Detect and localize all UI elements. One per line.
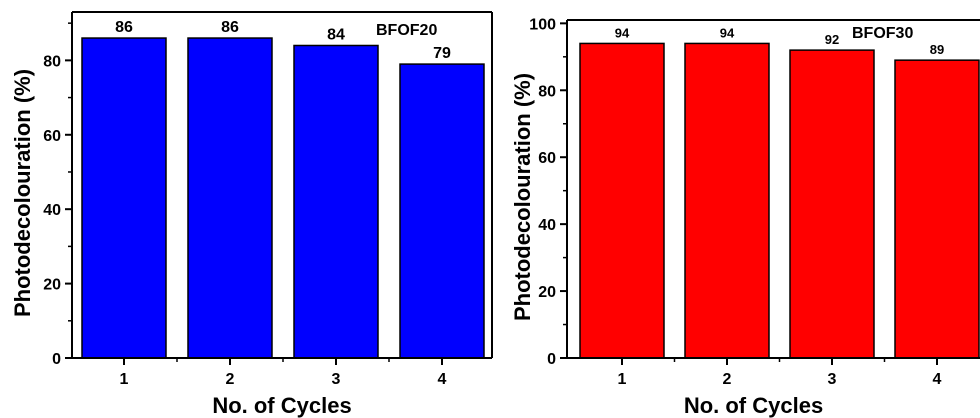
y-tick-label: 60 bbox=[538, 150, 556, 167]
y-tick-label: 40 bbox=[538, 217, 556, 234]
bar-2 bbox=[187, 37, 273, 359]
data-label-2: 94 bbox=[720, 25, 735, 40]
x-tick-label-4: 4 bbox=[438, 371, 447, 388]
y-tick-label: 20 bbox=[43, 277, 61, 294]
y-tick-label: 40 bbox=[43, 202, 61, 219]
data-label-3: 84 bbox=[327, 26, 345, 43]
x-tick-label-2: 2 bbox=[723, 371, 732, 388]
data-label-1: 94 bbox=[615, 25, 630, 40]
x-axis-title: No. of Cycles bbox=[684, 393, 823, 418]
panel-label: BFOF20 bbox=[376, 22, 437, 39]
y-axis-title: Photodecolouration (%) bbox=[10, 69, 35, 317]
bar-4 bbox=[894, 59, 980, 359]
panel-label: BFOF30 bbox=[852, 25, 913, 42]
y-tick-label: 80 bbox=[538, 83, 556, 100]
data-label-1: 86 bbox=[115, 19, 133, 36]
x-tick-label-2: 2 bbox=[226, 371, 235, 388]
data-label-2: 86 bbox=[221, 19, 239, 36]
x-tick-label-3: 3 bbox=[828, 371, 837, 388]
bar-2 bbox=[684, 42, 770, 359]
x-tick-label-4: 4 bbox=[933, 371, 942, 388]
y-tick-label: 60 bbox=[43, 128, 61, 145]
bar-3 bbox=[789, 49, 875, 359]
x-tick-label-1: 1 bbox=[120, 371, 129, 388]
y-tick-label: 0 bbox=[547, 351, 556, 368]
y-tick-label: 20 bbox=[538, 284, 556, 301]
bar-4 bbox=[399, 63, 485, 359]
chart-panel-2: 94 94 92 89 0 20 40 60 80 100 1 2 3 4 No. of Cycles Pho… bbox=[510, 16, 980, 418]
y-axis-title: Photodecolouration (%) bbox=[510, 73, 535, 321]
x-tick-label-1: 1 bbox=[618, 371, 627, 388]
x-tick-label-3: 3 bbox=[332, 371, 341, 388]
data-label-3: 92 bbox=[825, 32, 839, 47]
bar-1 bbox=[81, 37, 167, 359]
y-tick-label: 0 bbox=[52, 351, 61, 368]
data-label-4: 89 bbox=[930, 42, 944, 57]
x-axis-title: No. of Cycles bbox=[212, 393, 351, 418]
y-tick-label: 100 bbox=[529, 16, 556, 33]
bar-1 bbox=[579, 42, 665, 359]
chart-panel-1: 86 86 84 79 0 20 40 60 80 1 2 3 4 No. of Cycles Photod… bbox=[10, 11, 493, 418]
bar-3 bbox=[293, 44, 379, 359]
y-tick-label: 80 bbox=[43, 53, 61, 70]
data-label-4: 79 bbox=[433, 45, 451, 62]
